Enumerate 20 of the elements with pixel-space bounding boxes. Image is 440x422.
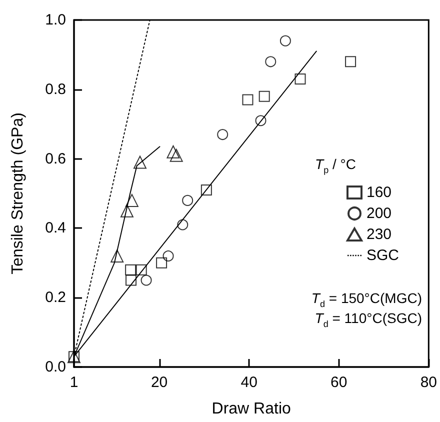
x-tick-label: 80 bbox=[420, 374, 437, 391]
y-tick-label: 0.0 bbox=[45, 358, 66, 376]
legend-label: 230 bbox=[366, 226, 392, 243]
y-tick-label: 0.4 bbox=[45, 220, 66, 237]
x-tick-label: 60 bbox=[330, 374, 348, 391]
legend-label: SGC bbox=[366, 247, 400, 264]
y-tick-label: 0.8 bbox=[45, 80, 66, 98]
y-axis-title: Tensile Strength (GPa) bbox=[10, 112, 26, 274]
legend-title: T$_{p}$ / °C bbox=[315, 156, 356, 177]
legend-label: 160 bbox=[366, 184, 392, 201]
x-tick-label: 40 bbox=[240, 374, 258, 391]
x-tick-label: 20 bbox=[150, 374, 168, 391]
annotation: T$_{d}$ = 110°C(SGC) bbox=[314, 310, 422, 331]
y-tick-label: 0.6 bbox=[45, 150, 66, 168]
x-tick-label: 1 bbox=[70, 374, 78, 391]
x-axis-title: Draw Ratio bbox=[212, 400, 291, 418]
legend-label: 200 bbox=[366, 205, 392, 222]
y-tick-label: 1.0 bbox=[45, 12, 66, 28]
annotation: T$_{d}$ = 150°C(MGC) bbox=[311, 290, 422, 311]
y-tick-label: 0.2 bbox=[45, 289, 66, 306]
